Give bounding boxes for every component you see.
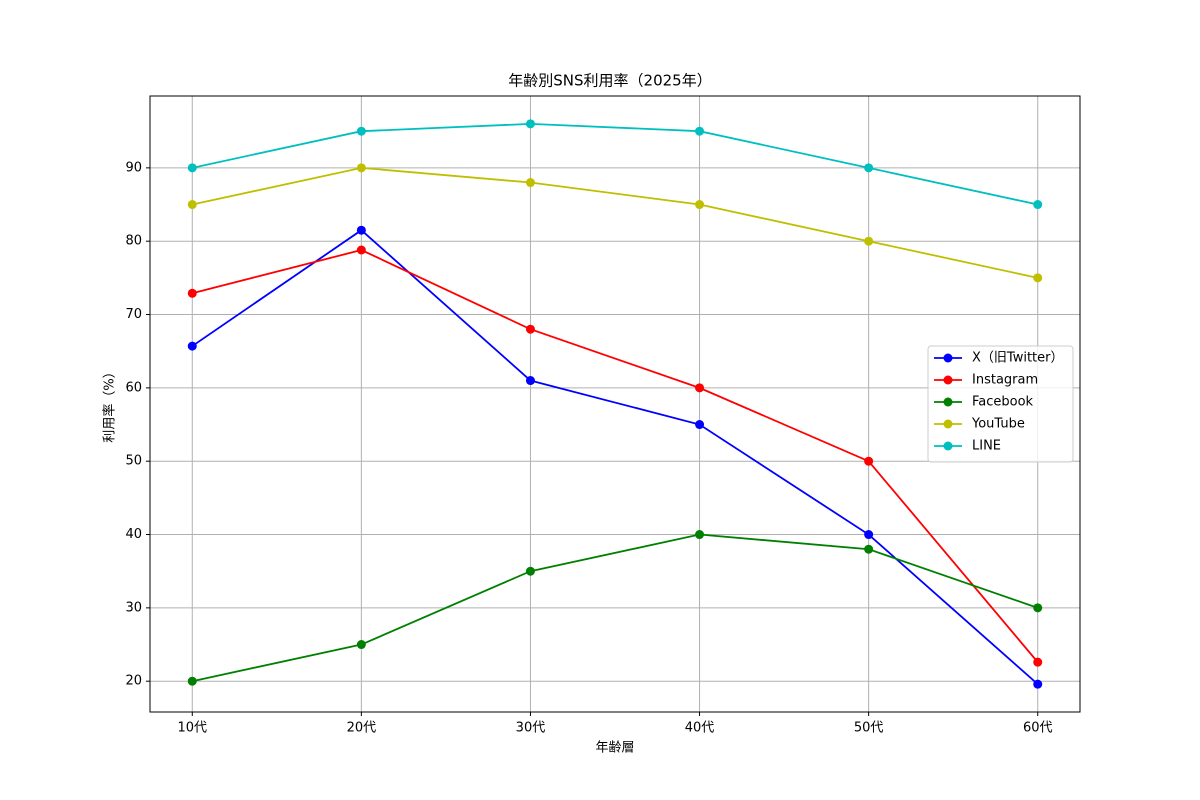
- legend-marker: [943, 441, 953, 451]
- data-point: [356, 126, 366, 136]
- data-point: [187, 200, 197, 210]
- data-point: [1033, 273, 1043, 283]
- data-point: [695, 200, 705, 210]
- x-tick-label: 30代: [516, 721, 546, 736]
- data-point: [525, 119, 535, 129]
- legend-marker: [943, 375, 953, 385]
- y-tick-label: 50: [125, 454, 142, 469]
- chart-title: 年齢別SNS利用率（2025年）: [508, 72, 711, 90]
- legend-label: Facebook: [972, 395, 1034, 410]
- y-tick-label: 40: [125, 527, 142, 542]
- data-point: [864, 530, 874, 540]
- y-tick-label: 80: [125, 234, 142, 249]
- data-point: [1033, 679, 1043, 689]
- legend-box: [927, 345, 1074, 463]
- data-point: [695, 530, 705, 540]
- series-line: [192, 122, 1038, 206]
- series-line: [192, 249, 1039, 663]
- y-tick-label: 30: [125, 600, 142, 615]
- data-point: [187, 341, 197, 351]
- data-point: [525, 566, 535, 576]
- legend-marker: [943, 397, 953, 407]
- data-point: [356, 225, 366, 235]
- x-tick-label: 50代: [854, 721, 884, 736]
- y-tick-label: 70: [125, 307, 142, 322]
- plot-frame: [149, 95, 1081, 713]
- data-point: [525, 324, 535, 334]
- data-point: [187, 288, 197, 298]
- series-line: [191, 229, 1039, 685]
- legend-label: YouTube: [971, 417, 1025, 432]
- data-point: [525, 178, 535, 188]
- data-point: [864, 163, 874, 173]
- x-tick-label: 60代: [1023, 721, 1053, 736]
- data-point: [695, 420, 705, 430]
- data-point: [525, 376, 535, 386]
- data-point: [864, 236, 874, 246]
- x-tick-label: 20代: [347, 721, 377, 736]
- data-point: [695, 126, 705, 136]
- data-point: [864, 456, 874, 466]
- data-point: [356, 640, 366, 650]
- legend-label: LINE: [972, 439, 1001, 454]
- x-tick-label: 40代: [685, 721, 715, 736]
- data-point: [864, 544, 874, 554]
- x-tick-label: 10代: [177, 721, 207, 736]
- series-line: [192, 533, 1039, 683]
- data-point: [695, 383, 705, 393]
- y-tick-label: 20: [125, 674, 142, 689]
- series-line: [192, 166, 1038, 279]
- x-axis-label: 年齢層: [595, 741, 634, 756]
- legend: X（旧Twitter） Instagram Facebook YouTube LINE: [927, 345, 1074, 463]
- data-point: [187, 676, 197, 686]
- y-axis-label: 利用率（%）: [102, 365, 118, 442]
- y-tick-label: 60: [125, 380, 142, 395]
- data-point: [1033, 603, 1043, 613]
- data-point: [187, 163, 197, 173]
- legend-marker: [943, 419, 953, 429]
- data-point: [1033, 200, 1043, 210]
- legend-marker: [943, 353, 953, 363]
- y-tick-label: 90: [125, 160, 142, 175]
- data-point: [356, 163, 366, 173]
- legend-label: X（旧Twitter）: [972, 351, 1063, 366]
- legend-label: Instagram: [972, 373, 1038, 388]
- data-point: [356, 245, 366, 255]
- data-point: [1033, 657, 1043, 667]
